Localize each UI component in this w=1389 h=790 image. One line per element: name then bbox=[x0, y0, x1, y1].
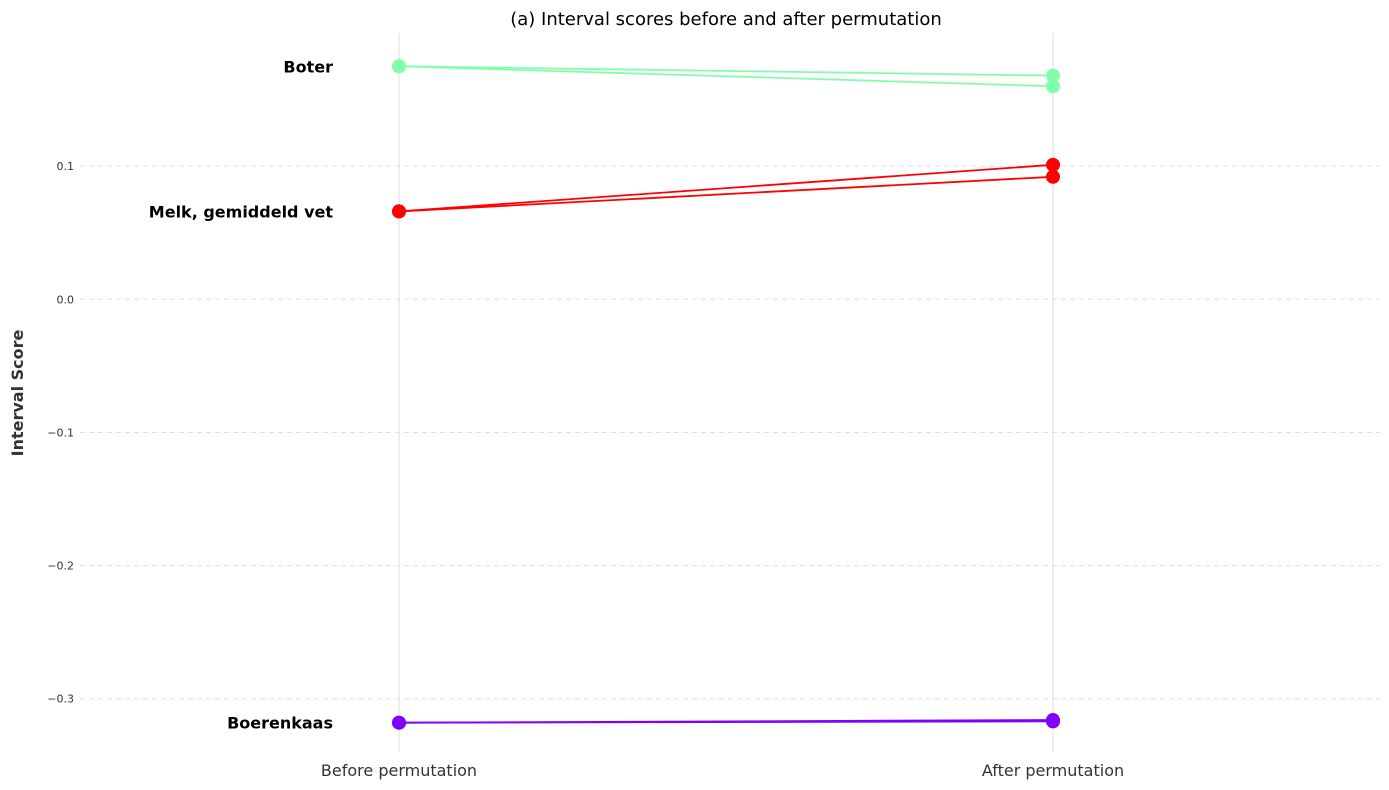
y-tick-label: −0.2 bbox=[47, 560, 74, 573]
y-axis-label: Interval Score bbox=[8, 329, 27, 456]
group-label: Boter bbox=[283, 57, 333, 76]
tick-layer: 0.1 0.0 −0.1 −0.2 −0.3 Before permutation Afte… bbox=[47, 160, 1124, 780]
data-point bbox=[1046, 157, 1060, 172]
data-point bbox=[392, 715, 406, 730]
series-line bbox=[392, 157, 1060, 219]
series-segment bbox=[398, 163, 1054, 213]
annotation-layer: Boter Melk, gemiddeld vet Boerenkaas bbox=[149, 57, 334, 732]
series-line bbox=[392, 59, 1060, 83]
series-segment bbox=[398, 65, 1054, 88]
data-point bbox=[1046, 169, 1060, 184]
series-segment bbox=[398, 65, 1054, 77]
data-point bbox=[392, 59, 406, 74]
y-tick-label: 0.1 bbox=[57, 160, 75, 173]
x-tick-label: Before permutation bbox=[321, 761, 477, 780]
group-label: Boerenkaas bbox=[227, 714, 333, 733]
grid-layer bbox=[80, 165, 1380, 700]
series-layer bbox=[392, 59, 1060, 730]
data-point bbox=[1046, 68, 1060, 83]
series-line bbox=[392, 169, 1060, 219]
group-label: Melk, gemiddeld vet bbox=[149, 202, 334, 221]
series-line bbox=[392, 59, 1060, 94]
data-point bbox=[392, 204, 406, 219]
chart-title: (a) Interval scores before and after per… bbox=[510, 9, 942, 30]
y-tick-label: 0.0 bbox=[57, 293, 75, 306]
y-tick-label: −0.3 bbox=[47, 693, 74, 706]
series-segment bbox=[398, 720, 1054, 724]
data-point bbox=[1046, 79, 1060, 94]
category-lines bbox=[398, 33, 1054, 752]
data-point bbox=[1046, 714, 1060, 729]
series-line bbox=[392, 714, 1060, 730]
x-tick-label: After permutation bbox=[982, 761, 1124, 780]
y-tick-label: −0.1 bbox=[47, 426, 74, 439]
series-segment bbox=[398, 175, 1054, 213]
